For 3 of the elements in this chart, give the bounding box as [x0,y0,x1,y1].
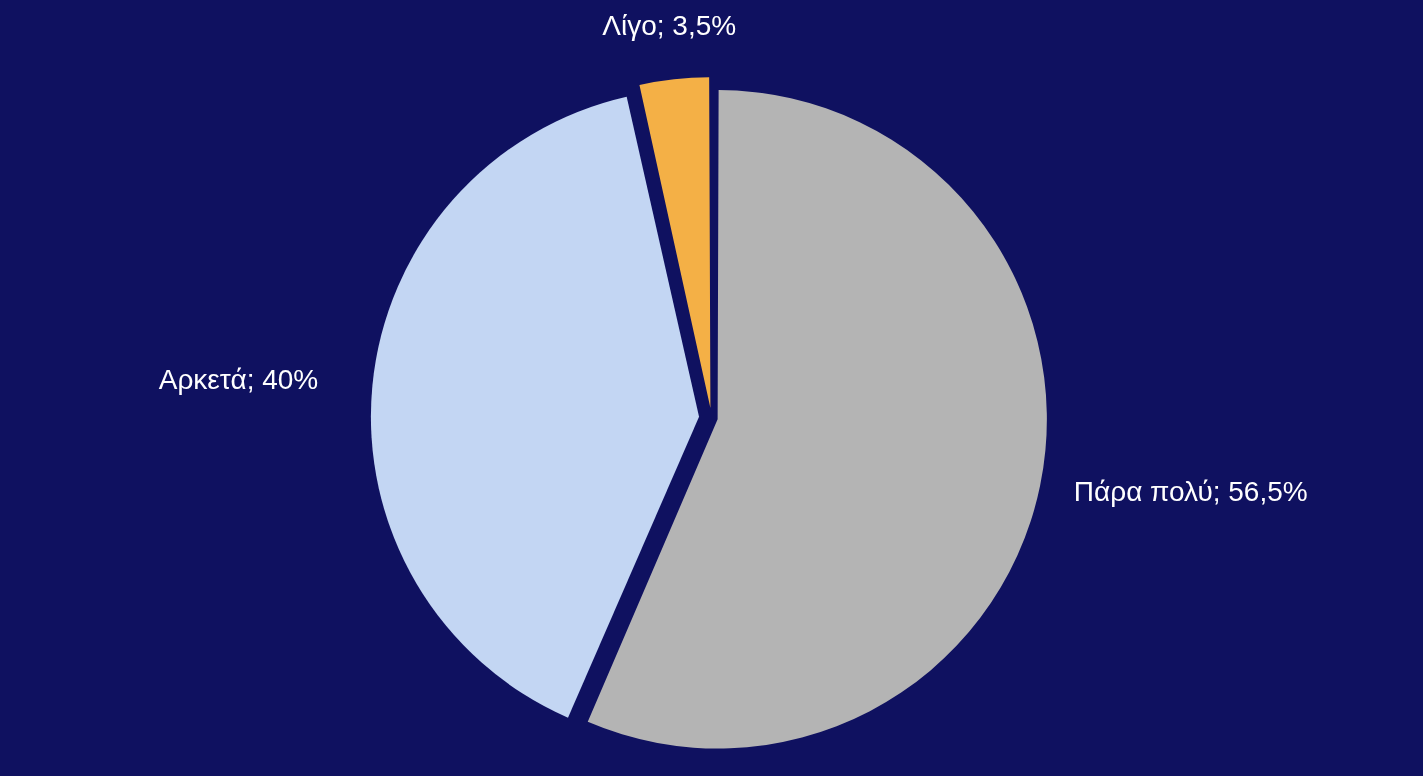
slice-label: Αρκετά; 40% [158,363,319,395]
slice-label: Λίγο; 3,5% [602,10,737,42]
slice-label: Πάρα πολύ; 56,5% [1073,475,1308,507]
